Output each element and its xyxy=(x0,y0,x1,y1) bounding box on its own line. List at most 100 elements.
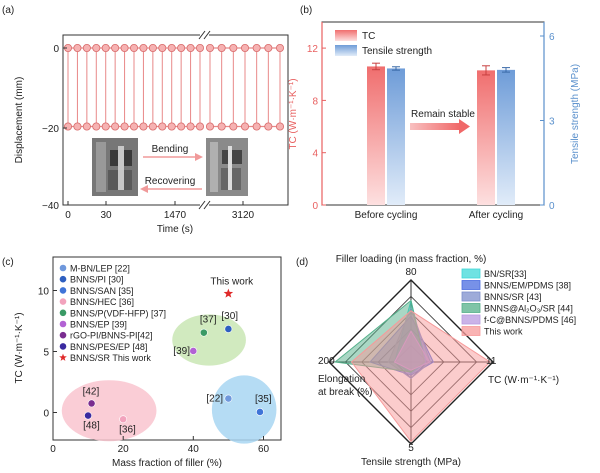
a-marker-top xyxy=(139,44,148,53)
b-y2tick-1: 3 xyxy=(549,117,555,128)
a-marker-top xyxy=(252,44,261,53)
c-ytick-2: 10 xyxy=(38,287,50,298)
d-legend-label-0: BN/SR[33] xyxy=(484,269,527,279)
d-legend-label-1: BNNS/EM/PDMS [38] xyxy=(484,281,571,291)
c-region-0 xyxy=(61,380,157,442)
sample-photo-right xyxy=(206,138,248,196)
d-legend-label-4: f-C@BNNS/PDMS [46] xyxy=(484,315,576,325)
c-legend-marker-2 xyxy=(59,287,67,294)
axis-break-bottom xyxy=(198,200,211,210)
b-y2tick-0: 0 xyxy=(549,201,555,212)
a-marker-bottom xyxy=(111,122,120,131)
c-legend-label-5: BNNS/EP [39] xyxy=(70,320,127,330)
c-legend-label-2: BNNS/SAN [35] xyxy=(70,286,134,296)
a-marker-top xyxy=(101,44,110,53)
d-series-area-5 xyxy=(350,310,491,443)
c-xtick-0: 0 xyxy=(50,444,56,455)
b-ytick-2: 8 xyxy=(312,96,318,107)
c-point-label-1: [30] xyxy=(221,311,238,322)
a-marker-top xyxy=(240,44,249,53)
c-point-label-4: [37] xyxy=(200,315,217,326)
c-legend-label-8: BNNS/SR This work xyxy=(70,353,151,363)
panel-d-label: (d) xyxy=(296,257,308,268)
a-marker-bottom xyxy=(139,122,148,131)
c-point-1 xyxy=(224,325,233,333)
c-point-0 xyxy=(224,394,233,403)
a-marker-top xyxy=(158,44,167,53)
c-legend-label-1: BNNS/PI [30] xyxy=(70,275,124,285)
b-legend-label-ts: Tensile strength xyxy=(362,46,432,57)
a-marker-bottom xyxy=(264,122,273,131)
c-legend-label-0: M-BN/LEP [22] xyxy=(70,264,130,274)
d-legend-swatch-3 xyxy=(461,303,481,313)
c-legend-marker-4 xyxy=(59,309,67,317)
a-marker-top xyxy=(148,44,157,53)
c-ylabel: TC (W·m⁻¹·K⁻¹) xyxy=(14,312,25,383)
d-legend-swatch-5 xyxy=(461,326,481,336)
bending-arrow xyxy=(143,153,203,161)
a-xlabel: Time (s) xyxy=(157,224,193,235)
b-left-ticks: 0 4 8 12 xyxy=(307,44,326,212)
a-ylabel: Displacement (mm) xyxy=(14,77,25,164)
a-marker-bottom xyxy=(101,122,110,131)
c-yticks: 0 5 10 xyxy=(38,287,57,420)
a-marker-bottom xyxy=(92,122,101,131)
a-ytick-1: −20 xyxy=(42,124,59,135)
a-marker-top xyxy=(73,44,82,53)
d-axis-max-top: 80 xyxy=(405,267,417,278)
recovering-arrow xyxy=(140,185,202,193)
a-marker-top xyxy=(229,44,238,53)
panel-d: (d) BN/SR[33] BNNS/EM/PDMS [38]BNNS/SR [4… xyxy=(296,254,576,468)
c-point-label-6: [42] xyxy=(83,386,100,397)
c-legend-label-4: BNNS/P(VDF-HFP) [37] xyxy=(70,308,166,318)
c-ytick-0: 0 xyxy=(43,409,49,420)
a-marker-top xyxy=(186,44,195,53)
b-bar-tc-1 xyxy=(477,70,495,205)
panel-d-legend: BN/SR[33] BNNS/EM/PDMS [38]BNNS/SR [43] BN… xyxy=(461,268,576,337)
a-marker-top xyxy=(167,44,176,53)
c-point-4 xyxy=(199,328,208,337)
c-legend-label-7: BNNS/PES/EP [48] xyxy=(70,342,147,352)
c-xtick-1: 20 xyxy=(118,444,130,455)
panel-c: (c) [22] [30] [35] [36] [37] [39] [42] [48] This… xyxy=(2,256,282,469)
b-bar-tc-0 xyxy=(367,66,385,205)
a-marker-top xyxy=(264,44,273,53)
c-point-2 xyxy=(256,408,264,416)
b-arrow xyxy=(410,119,470,134)
a-marker-top xyxy=(217,44,226,53)
c-point-label-5: [39] xyxy=(173,346,190,357)
a-marker-bottom xyxy=(148,122,157,131)
axis-break-top xyxy=(198,30,211,40)
b-bar-ts-1 xyxy=(497,69,515,205)
panel-c-legend: M-BN/LEP [22]BNNS/PI [30]BNNS/SAN [35] BN… xyxy=(59,264,166,363)
c-legend-marker-7 xyxy=(59,343,67,350)
d-legend-swatch-4 xyxy=(461,314,481,325)
sample-photo-left xyxy=(92,138,138,196)
d-axis-max-right: 11 xyxy=(486,356,497,367)
a-marker-bottom xyxy=(275,122,284,131)
a-marker-bottom xyxy=(129,122,138,131)
panel-c-label: (c) xyxy=(2,257,14,268)
c-legend-marker-1 xyxy=(59,275,67,283)
panel-c-frame xyxy=(52,256,282,441)
d-legend-label-2: BNNS/SR [43] xyxy=(484,292,542,302)
a-marker-top xyxy=(82,44,91,53)
d-axis-title-right: TC (W·m⁻¹·K⁻¹) xyxy=(488,375,559,386)
a-marker-bottom xyxy=(240,122,249,131)
a-marker-top xyxy=(275,44,284,53)
panel-b-data xyxy=(367,62,515,205)
panel-a: (a) 0 −20 −40 0 30 1470 xyxy=(2,5,289,235)
b-ytick-0: 0 xyxy=(312,201,318,212)
b-category-0: Before cycling xyxy=(355,210,418,221)
panel-d-radar xyxy=(328,279,494,445)
panel-b-label: (b) xyxy=(300,5,312,16)
c-legend-marker-3 xyxy=(59,298,67,305)
c-legend-marker-0 xyxy=(59,264,67,272)
c-xtick-2: 40 xyxy=(188,444,200,455)
b-ytick-3: 12 xyxy=(307,44,319,55)
c-point-label-7: [48] xyxy=(83,421,100,432)
b-legend-swatch-tc xyxy=(335,30,357,41)
d-legend-swatch-2 xyxy=(461,291,481,302)
panel-a-data xyxy=(64,44,284,131)
d-axis-max-left: 200 xyxy=(318,356,335,367)
